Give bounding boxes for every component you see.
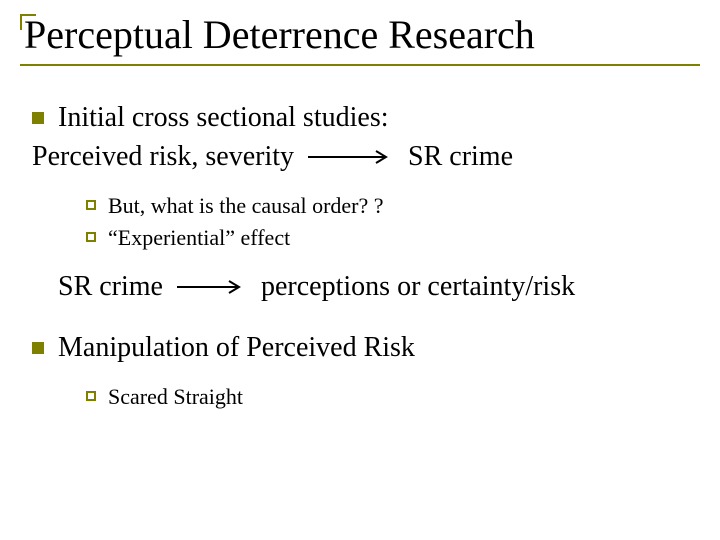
slide: Perceptual Deterrence Research Initial c… — [0, 0, 720, 540]
hollow-square-bullet-icon — [86, 200, 96, 210]
title-area: Perceptual Deterrence Research — [20, 14, 700, 66]
square-bullet-icon — [32, 342, 44, 354]
arrow-icon — [308, 139, 394, 174]
slide-body: Initial cross sectional studies: Perceiv… — [32, 100, 692, 415]
title-corner-notch — [20, 14, 36, 30]
arrow-icon — [177, 269, 247, 304]
b1-line3-left: SR crime — [58, 269, 163, 304]
hollow-square-bullet-icon — [86, 391, 96, 401]
b1-line2-left: Perceived risk, severity — [32, 139, 294, 174]
slide-title: Perceptual Deterrence Research — [20, 14, 700, 56]
bullet-1-sub-1: But, what is the causal order? ? — [86, 192, 692, 220]
b1-sub1-text: But, what is the causal order? ? — [108, 192, 384, 220]
b2-sub1-text: Scared Straight — [108, 383, 243, 411]
b1-line3-right: perceptions or certainty/risk — [261, 269, 575, 304]
bullet-1-line2: Perceived risk, severity SR crime — [32, 139, 692, 174]
bullet-2-text: Manipulation of Perceived Risk — [58, 330, 415, 365]
square-bullet-icon — [32, 112, 44, 124]
b1-line2-right: SR crime — [408, 139, 513, 174]
bullet-1-line3: SR crime perceptions or certainty/risk — [58, 269, 692, 304]
bullet-1-text: Initial cross sectional studies: — [58, 100, 389, 135]
b1-sub2-text: “Experiential” effect — [108, 224, 290, 252]
bullet-2: Manipulation of Perceived Risk — [32, 330, 692, 365]
bullet-2-sub-1: Scared Straight — [86, 383, 692, 411]
bullet-1-sub-2: “Experiential” effect — [86, 224, 692, 252]
title-underline — [20, 64, 700, 66]
hollow-square-bullet-icon — [86, 232, 96, 242]
bullet-1: Initial cross sectional studies: — [32, 100, 692, 135]
